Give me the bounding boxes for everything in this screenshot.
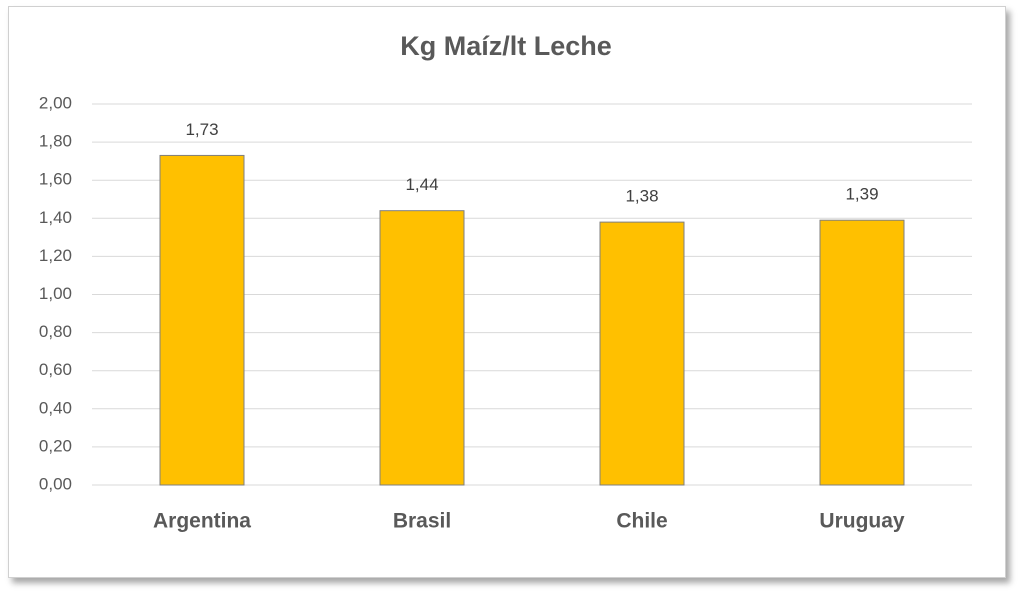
y-tick-label: 0,40: [39, 398, 72, 417]
bar: [379, 210, 465, 486]
y-tick-label: 1,20: [39, 246, 72, 265]
y-tick-label: 0,60: [39, 360, 72, 379]
bar: [819, 219, 905, 486]
bar: [159, 154, 245, 486]
y-tick-label: 0,00: [39, 474, 72, 493]
y-tick-label: 1,80: [39, 132, 72, 151]
x-tick-label: Chile: [616, 510, 667, 533]
y-tick-label: 1,60: [39, 170, 72, 189]
value-label: 1,44: [405, 175, 438, 194]
value-label: 1,39: [845, 185, 878, 204]
y-tick-label: 1,40: [39, 208, 72, 227]
y-tick-label: 0,20: [39, 436, 72, 455]
bar: [599, 221, 685, 486]
x-tick-label: Argentina: [153, 510, 251, 533]
value-label: 1,73: [185, 120, 218, 139]
value-label: 1,38: [625, 187, 658, 206]
x-tick-label: Brasil: [393, 510, 451, 533]
x-tick-label: Uruguay: [819, 510, 905, 533]
y-tick-label: 2,00: [39, 93, 72, 112]
y-tick-label: 0,80: [39, 322, 72, 341]
y-tick-label: 1,00: [39, 284, 72, 303]
chart-title: Kg Maíz/lt Leche: [400, 31, 612, 61]
